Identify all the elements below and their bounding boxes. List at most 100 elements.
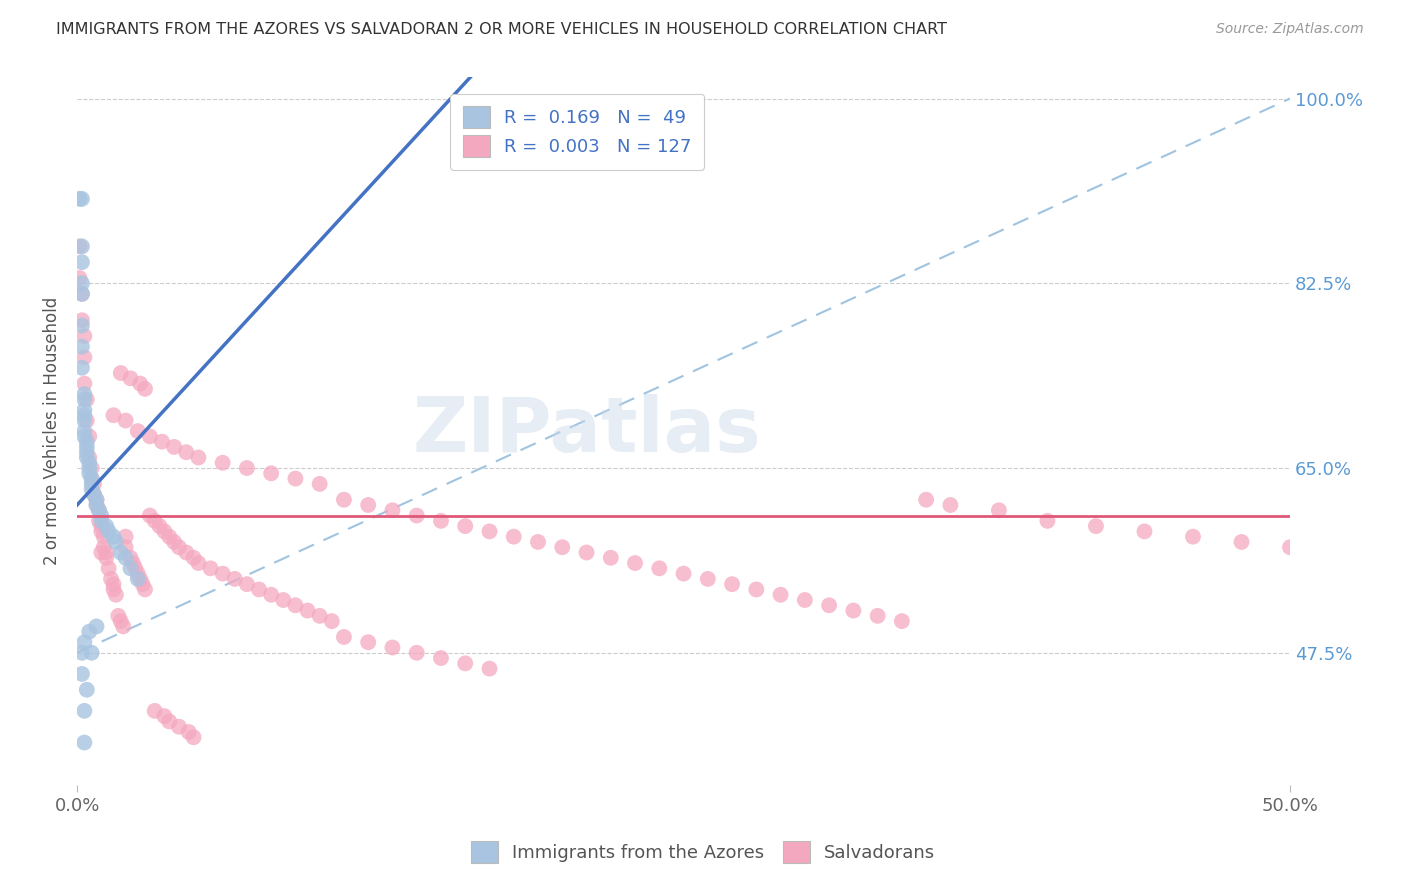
Point bbox=[90, 545, 112, 559]
Point bbox=[157, 530, 180, 544]
Point bbox=[77, 461, 100, 475]
Point bbox=[70, 667, 93, 681]
Point bbox=[131, 577, 153, 591]
Point bbox=[163, 440, 186, 454]
Point bbox=[127, 424, 149, 438]
Point bbox=[200, 561, 222, 575]
Point bbox=[174, 545, 197, 559]
Point bbox=[87, 503, 110, 517]
Point bbox=[284, 599, 307, 613]
Point bbox=[271, 593, 294, 607]
Point bbox=[478, 662, 501, 676]
Point bbox=[163, 535, 186, 549]
Point bbox=[1133, 524, 1156, 539]
Point bbox=[333, 492, 356, 507]
Point bbox=[76, 413, 98, 427]
Point bbox=[87, 503, 110, 517]
Point bbox=[187, 450, 209, 465]
Point bbox=[80, 482, 103, 496]
Point bbox=[70, 277, 93, 291]
Point bbox=[70, 192, 93, 206]
Point bbox=[73, 424, 96, 438]
Point bbox=[129, 376, 152, 391]
Point bbox=[114, 540, 136, 554]
Point bbox=[1230, 535, 1253, 549]
Point bbox=[70, 340, 93, 354]
Point bbox=[114, 530, 136, 544]
Point bbox=[430, 514, 453, 528]
Point bbox=[73, 429, 96, 443]
Point bbox=[624, 556, 647, 570]
Point bbox=[939, 498, 962, 512]
Point bbox=[70, 239, 93, 253]
Point bbox=[114, 413, 136, 427]
Point bbox=[77, 450, 100, 465]
Point bbox=[69, 239, 91, 253]
Point bbox=[120, 371, 142, 385]
Point bbox=[73, 392, 96, 407]
Point bbox=[308, 476, 330, 491]
Point bbox=[153, 524, 176, 539]
Point bbox=[177, 725, 200, 739]
Point bbox=[1279, 540, 1302, 554]
Point bbox=[672, 566, 695, 581]
Point bbox=[134, 582, 156, 597]
Point bbox=[104, 588, 127, 602]
Point bbox=[77, 624, 100, 639]
Text: Source: ZipAtlas.com: Source: ZipAtlas.com bbox=[1216, 22, 1364, 37]
Point bbox=[73, 387, 96, 401]
Point bbox=[69, 192, 91, 206]
Point bbox=[211, 456, 233, 470]
Point bbox=[90, 514, 112, 528]
Point bbox=[129, 572, 152, 586]
Point bbox=[696, 572, 718, 586]
Point bbox=[83, 476, 105, 491]
Point bbox=[73, 409, 96, 423]
Point bbox=[405, 508, 427, 523]
Point bbox=[73, 403, 96, 417]
Text: IMMIGRANTS FROM THE AZORES VS SALVADORAN 2 OR MORE VEHICLES IN HOUSEHOLD CORRELA: IMMIGRANTS FROM THE AZORES VS SALVADORAN… bbox=[56, 22, 948, 37]
Point bbox=[107, 608, 129, 623]
Point bbox=[381, 640, 404, 655]
Point bbox=[721, 577, 744, 591]
Point bbox=[73, 635, 96, 649]
Point bbox=[224, 572, 246, 586]
Point bbox=[430, 651, 453, 665]
Point bbox=[502, 530, 524, 544]
Point bbox=[69, 271, 91, 285]
Point bbox=[167, 720, 190, 734]
Point bbox=[405, 646, 427, 660]
Point bbox=[103, 582, 125, 597]
Point bbox=[83, 487, 105, 501]
Point bbox=[114, 550, 136, 565]
Point bbox=[139, 429, 162, 443]
Point bbox=[93, 540, 115, 554]
Point bbox=[454, 657, 477, 671]
Point bbox=[110, 366, 132, 380]
Point bbox=[575, 545, 598, 559]
Point bbox=[321, 614, 343, 628]
Point bbox=[236, 461, 259, 475]
Point bbox=[73, 329, 96, 343]
Point bbox=[100, 572, 122, 586]
Point bbox=[80, 646, 103, 660]
Point bbox=[97, 561, 120, 575]
Legend: Immigrants from the Azores, Salvadorans: Immigrants from the Azores, Salvadorans bbox=[461, 832, 945, 872]
Point bbox=[150, 434, 173, 449]
Point bbox=[80, 472, 103, 486]
Point bbox=[80, 461, 103, 475]
Point bbox=[127, 572, 149, 586]
Point bbox=[1084, 519, 1107, 533]
Point bbox=[987, 503, 1010, 517]
Point bbox=[769, 588, 792, 602]
Point bbox=[70, 360, 93, 375]
Point bbox=[76, 682, 98, 697]
Point bbox=[104, 535, 127, 549]
Point bbox=[183, 731, 205, 745]
Point bbox=[87, 514, 110, 528]
Point bbox=[77, 429, 100, 443]
Point bbox=[297, 603, 319, 617]
Point bbox=[77, 467, 100, 481]
Point bbox=[1181, 530, 1204, 544]
Point bbox=[86, 492, 108, 507]
